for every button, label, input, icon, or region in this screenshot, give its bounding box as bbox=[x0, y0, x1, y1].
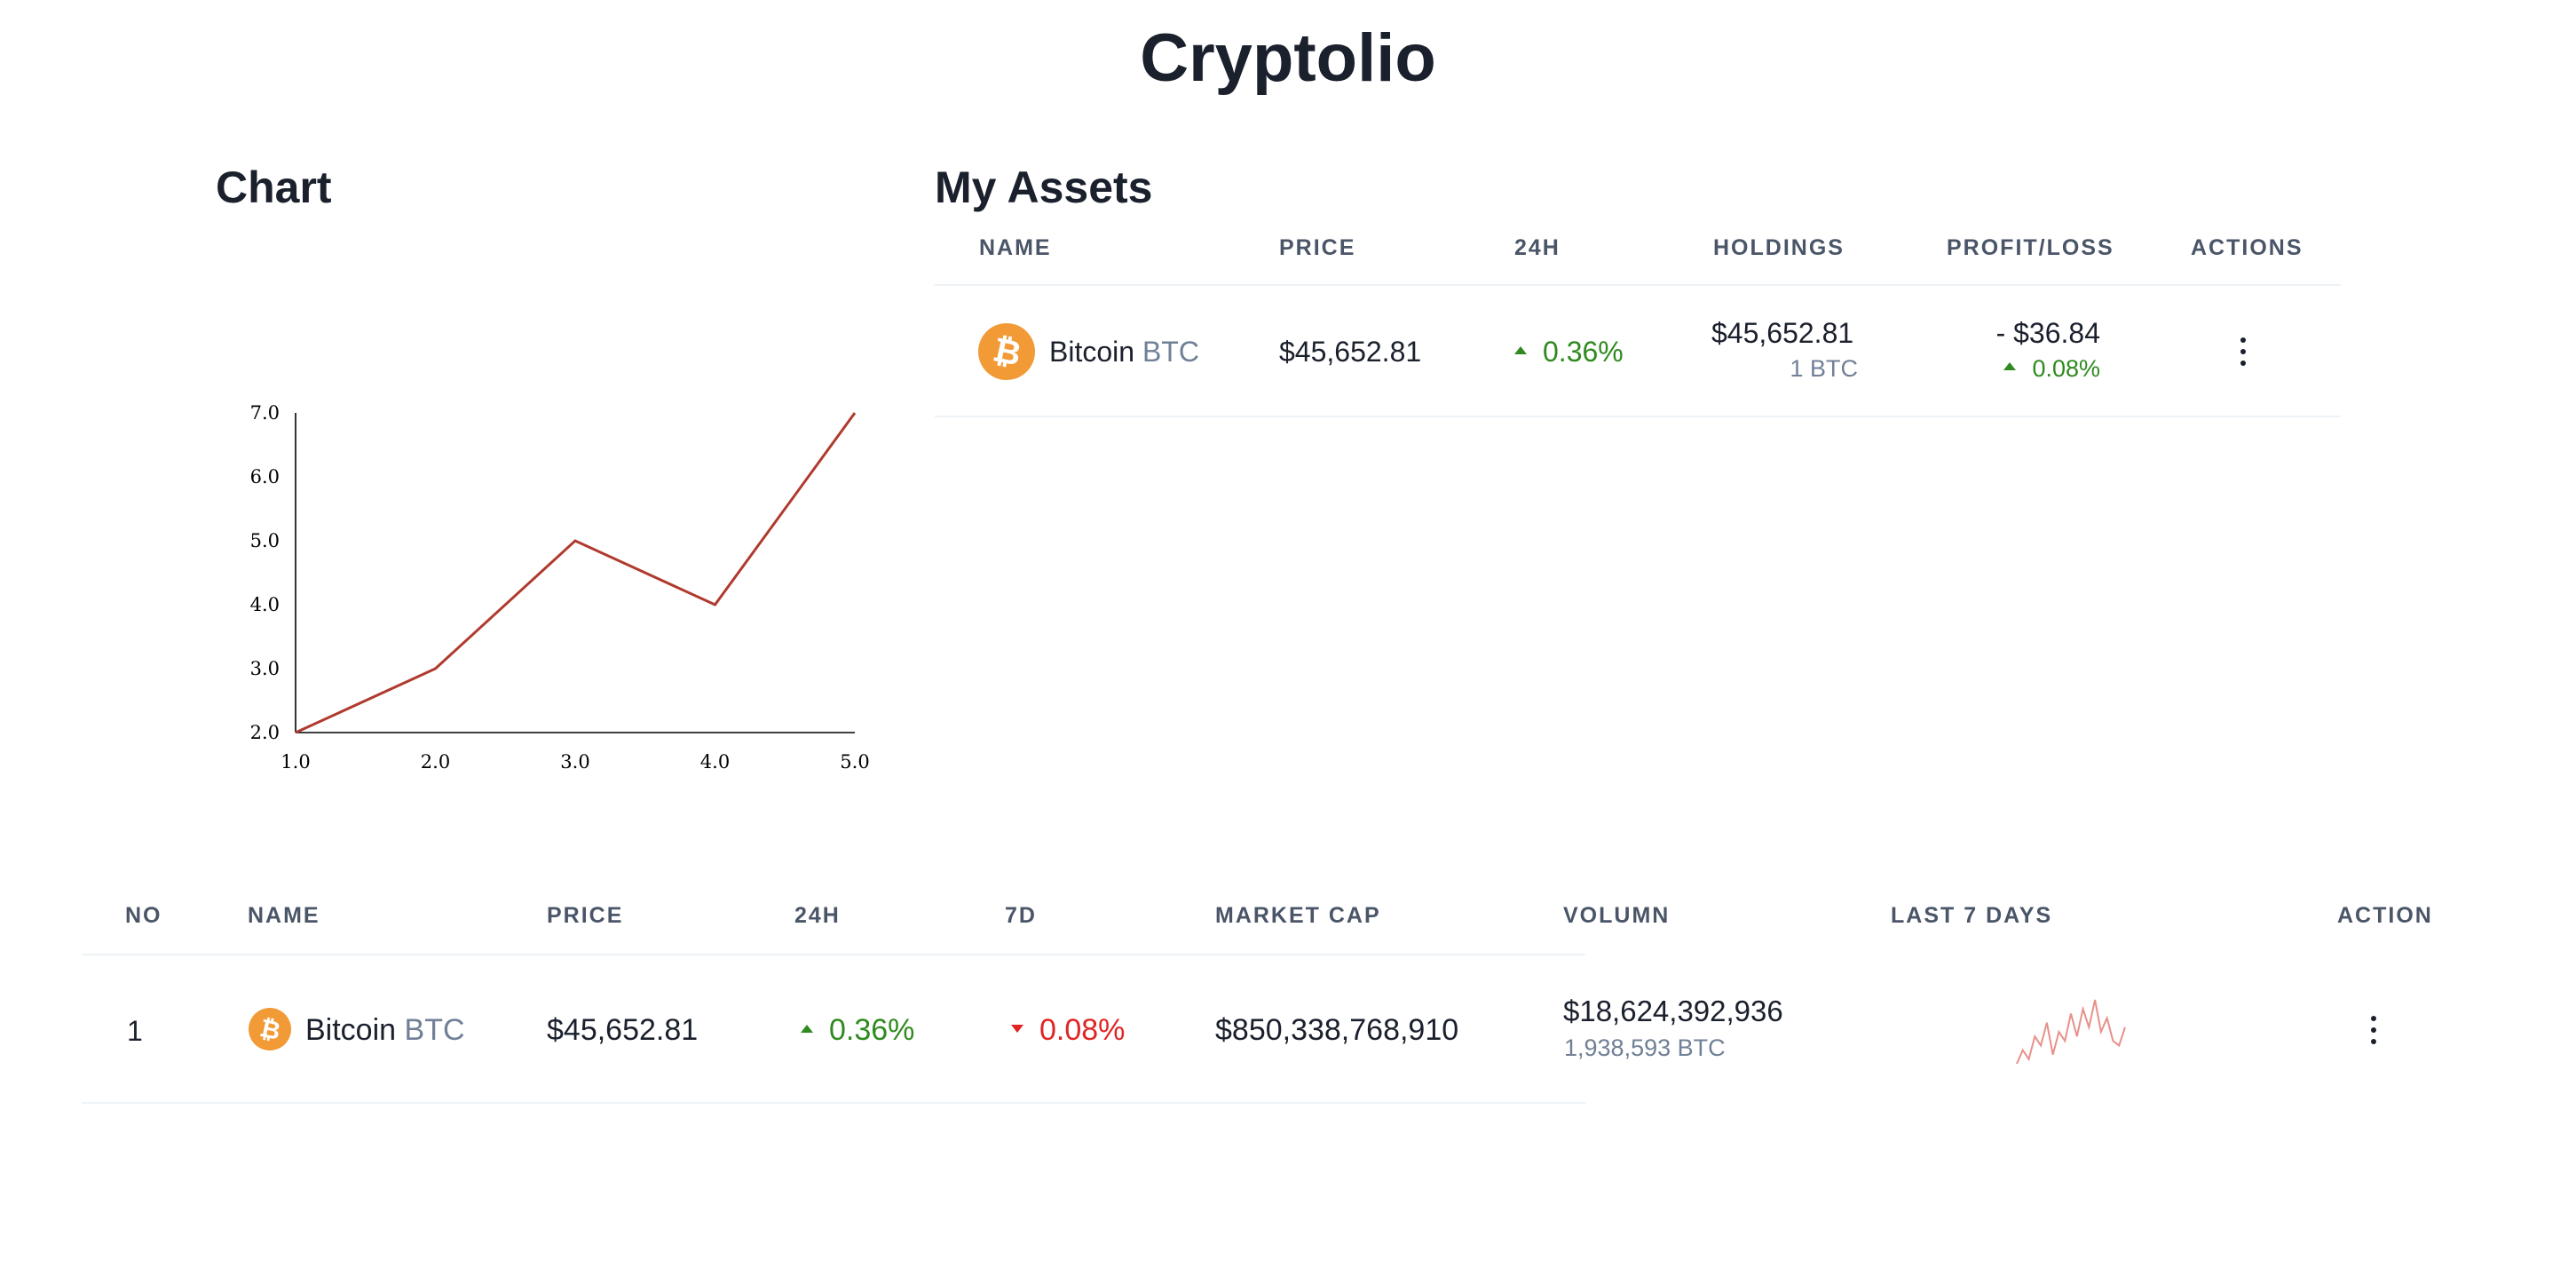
market-change-24h: 0.36% bbox=[801, 1013, 914, 1048]
asset-holdings-value: $45,652.81 bbox=[1711, 317, 1854, 349]
asset-holdings-amount: 1 BTC bbox=[1790, 355, 1858, 382]
market-action-menu-icon[interactable] bbox=[2360, 1012, 2387, 1048]
coin-name: Bitcoin bbox=[305, 1013, 397, 1047]
line-chart: 2.03.04.05.06.07.01.0 2.0 3.0 4.0 5.0 bbox=[250, 402, 870, 773]
y-tick-label: 4.0 bbox=[250, 594, 280, 615]
sparkline-line bbox=[2016, 999, 2126, 1065]
assets-col-actions: ACTIONS bbox=[2191, 235, 2303, 260]
asset-actions-menu-icon[interactable] bbox=[2230, 334, 2256, 369]
market-col-no[interactable]: NO bbox=[125, 903, 162, 928]
x-tick-label: 3.0 bbox=[560, 751, 589, 773]
app-title: Cryptolio bbox=[1140, 20, 1436, 96]
divider bbox=[935, 284, 2341, 286]
divider bbox=[935, 416, 2341, 417]
bitcoin-logo-icon: ₿ bbox=[978, 323, 1035, 380]
arrow-up-icon bbox=[1514, 346, 1527, 355]
coin-ticker: BTC bbox=[1142, 336, 1199, 368]
y-tick-label: 6.0 bbox=[250, 466, 280, 487]
x-tick-label: 4.0 bbox=[700, 751, 730, 773]
market-coin-name[interactable]: Bitcoin BTC bbox=[305, 1013, 465, 1048]
volume-usd: $18,624,392,936 bbox=[1563, 995, 1783, 1027]
asset-price: $45,652.81 bbox=[1279, 336, 1422, 368]
market-col-last-7-days: LAST 7 DAYS bbox=[1891, 903, 2053, 928]
market-cap: $850,338,768,910 bbox=[1215, 1013, 1459, 1047]
arrow-up-icon bbox=[2003, 362, 2017, 371]
market-col-24h[interactable]: 24H bbox=[794, 903, 841, 928]
chart-section-title: Chart bbox=[216, 162, 332, 212]
asset-name[interactable]: Bitcoin BTC bbox=[1049, 336, 1199, 369]
assets-col-holdings[interactable]: HOLDINGS bbox=[1713, 235, 1845, 260]
market-price: $45,652.81 bbox=[547, 1013, 699, 1047]
y-tick-label: 2.0 bbox=[250, 722, 280, 743]
bitcoin-logo-icon: ₿ bbox=[249, 1008, 291, 1050]
market-col-market-cap[interactable]: MARKET CAP bbox=[1215, 903, 1381, 928]
market-change-7d: 0.08% bbox=[1011, 1013, 1125, 1048]
assets-section-title: My Assets bbox=[935, 162, 1153, 212]
y-tick-label: 3.0 bbox=[250, 658, 280, 679]
divider bbox=[82, 954, 1585, 955]
x-tick-label: 2.0 bbox=[421, 751, 450, 773]
assets-col-price[interactable]: PRICE bbox=[1279, 235, 1356, 260]
y-tick-label: 5.0 bbox=[250, 530, 280, 551]
assets-col-24h[interactable]: 24H bbox=[1514, 235, 1561, 260]
market-col-volume[interactable]: VOLUMN bbox=[1563, 903, 1671, 928]
market-col-7d[interactable]: 7D bbox=[1005, 903, 1037, 928]
x-tick-label: 5.0 bbox=[840, 751, 869, 773]
divider bbox=[82, 1102, 1585, 1104]
assets-col-name[interactable]: NAME bbox=[979, 235, 1052, 260]
y-tick-label: 7.0 bbox=[250, 402, 280, 424]
arrow-up-icon bbox=[801, 1024, 813, 1033]
coin-name: Bitcoin bbox=[1049, 336, 1135, 368]
series-line bbox=[295, 412, 857, 734]
market-col-name[interactable]: NAME bbox=[248, 903, 320, 928]
market-col-price[interactable]: PRICE bbox=[547, 903, 624, 928]
sparkline-chart bbox=[2016, 999, 2126, 1065]
arrow-down-icon bbox=[1011, 1024, 1023, 1033]
volume-coin: 1,938,593 BTC bbox=[1564, 1034, 1726, 1061]
assets-col-profit-loss[interactable]: PROFIT/LOSS bbox=[1947, 235, 2114, 260]
asset-change-24h: 0.36% bbox=[1514, 336, 1624, 369]
market-row-no: 1 bbox=[127, 1015, 143, 1047]
asset-profit-loss-pct: 0.08% bbox=[2003, 355, 2100, 383]
market-col-action: ACTION bbox=[2337, 903, 2433, 928]
coin-ticker: BTC bbox=[404, 1013, 465, 1047]
x-tick-label: 1.0 bbox=[281, 751, 310, 773]
asset-profit-loss: - $36.84 bbox=[1995, 317, 2100, 349]
